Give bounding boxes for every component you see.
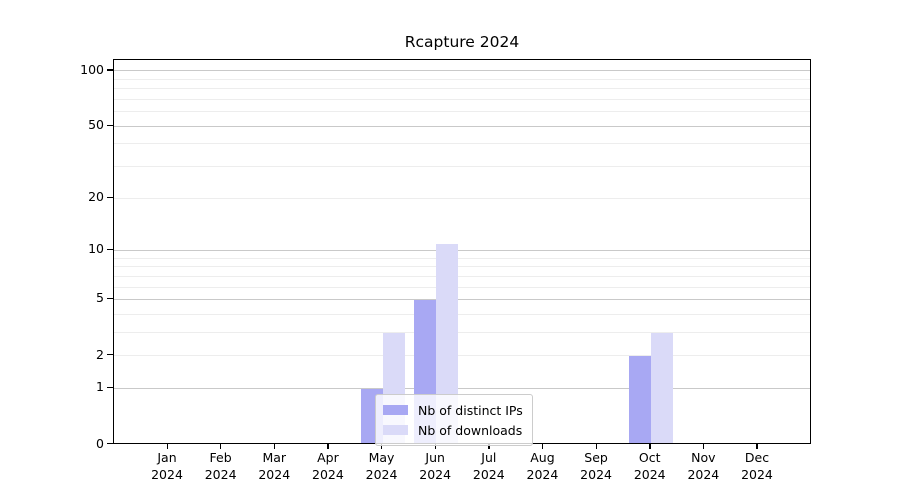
x-tick-month: Jan: [157, 450, 177, 465]
x-tick-label: Oct 2024: [618, 450, 682, 483]
x-tick-year: 2024: [419, 466, 452, 482]
bar-distinct-ips-oct: [628, 356, 651, 443]
minor-gridline: [114, 257, 810, 259]
legend-label-downloads: Nb of downloads: [418, 422, 523, 438]
y-tick-label: 50: [88, 117, 104, 133]
minor-gridline: [114, 88, 810, 90]
x-tick-month: Sep: [584, 450, 608, 465]
legend-item-distinct-ips: Nb of distinct IPs: [383, 400, 523, 420]
x-tick-label: Feb 2024: [189, 450, 253, 483]
x-axis-tick: [649, 444, 651, 449]
x-tick-month: Nov: [691, 450, 716, 465]
minor-gridline: [114, 275, 810, 277]
x-axis-tick: [381, 444, 383, 449]
x-axis-tick: [220, 444, 222, 449]
minor-gridline: [114, 286, 810, 288]
x-tick-year: 2024: [580, 466, 612, 482]
minor-gridline: [114, 99, 810, 101]
x-tick-label: Mar 2024: [242, 450, 306, 483]
y-tick-label: 0: [96, 435, 104, 451]
y-tick-label: 20: [88, 189, 104, 205]
minor-gridline: [114, 78, 810, 80]
x-tick-year: 2024: [151, 466, 183, 482]
x-tick-month: May: [368, 450, 395, 465]
plot-area: Nb of distinct IPs Nb of downloads: [113, 59, 811, 446]
x-tick-month: Dec: [744, 450, 770, 465]
y-tick-label: 1: [96, 379, 104, 395]
major-gridline: [114, 298, 810, 300]
x-tick-label: Aug 2024: [510, 450, 574, 483]
x-tick-year: 2024: [365, 466, 398, 482]
x-tick-year: 2024: [526, 466, 559, 482]
x-tick-year: 2024: [633, 466, 666, 482]
x-tick-year: 2024: [687, 466, 720, 482]
x-tick-label: Jun 2024: [403, 450, 467, 483]
x-tick-label: Nov 2024: [671, 450, 735, 483]
x-axis-tick: [166, 444, 168, 449]
minor-gridline: [114, 111, 810, 113]
chart-title: Rcapture 2024: [404, 33, 520, 51]
x-axis-tick: [434, 444, 436, 449]
bar-downloads-oct: [650, 332, 673, 443]
minor-gridline: [114, 143, 810, 145]
x-axis-tick: [541, 444, 544, 449]
x-tick-year: 2024: [741, 466, 773, 482]
x-tick-label: Sep 2024: [564, 450, 628, 483]
minor-gridline: [114, 166, 810, 168]
x-axis-tick: [327, 444, 329, 449]
x-tick-label: Jul 2024: [457, 450, 521, 483]
y-axis-tick: [107, 196, 113, 198]
x-tick-year: 2024: [204, 466, 237, 482]
x-axis-tick: [488, 444, 490, 449]
y-tick-label: 10: [88, 241, 104, 257]
major-gridline: [114, 125, 810, 127]
x-tick-month: Apr: [317, 450, 339, 465]
y-axis-tick: [107, 354, 113, 356]
y-tick-label: 100: [80, 61, 104, 77]
minor-gridline: [114, 197, 810, 199]
x-tick-year: 2024: [258, 466, 291, 482]
legend: Nb of distinct IPs Nb of downloads: [375, 394, 533, 446]
y-axis-tick: [107, 248, 113, 251]
x-tick-month: Aug: [530, 450, 555, 465]
x-tick-year: 2024: [312, 466, 344, 482]
y-axis-tick: [107, 124, 113, 127]
legend-item-downloads: Nb of downloads: [383, 420, 523, 440]
major-gridline: [114, 387, 810, 389]
legend-swatch-distinct-ips: [383, 405, 408, 415]
y-axis-tick: [107, 69, 113, 71]
x-tick-month: Feb: [209, 450, 232, 465]
legend-swatch-downloads: [383, 425, 408, 435]
x-tick-label: May 2024: [350, 450, 414, 483]
x-axis-tick: [702, 444, 705, 449]
x-tick-month: Jul: [481, 450, 497, 465]
x-tick-month: Mar: [262, 450, 287, 465]
y-axis-tick: [107, 297, 113, 300]
bar-downloads-jun: [436, 243, 459, 443]
minor-gridline: [114, 313, 810, 315]
x-axis-tick: [756, 444, 758, 449]
x-tick-year: 2024: [472, 466, 505, 482]
minor-gridline: [114, 355, 810, 357]
x-axis-tick: [273, 444, 276, 449]
x-tick-label: Jan 2024: [135, 450, 199, 483]
minor-gridline: [114, 331, 810, 333]
major-gridline: [114, 70, 810, 72]
major-gridline: [114, 249, 810, 251]
x-tick-label: Dec 2024: [725, 450, 789, 483]
y-tick-label: 5: [96, 290, 104, 306]
x-axis-tick: [595, 444, 597, 449]
y-axis-tick: [107, 386, 113, 389]
y-axis-tick: [107, 443, 113, 445]
legend-label-distinct-ips: Nb of distinct IPs: [418, 402, 523, 418]
minor-gridline: [114, 266, 810, 268]
x-tick-month: Jun: [425, 450, 445, 465]
x-tick-month: Oct: [638, 450, 661, 465]
y-tick-label: 2: [96, 346, 104, 362]
x-tick-label: Apr 2024: [296, 450, 360, 483]
